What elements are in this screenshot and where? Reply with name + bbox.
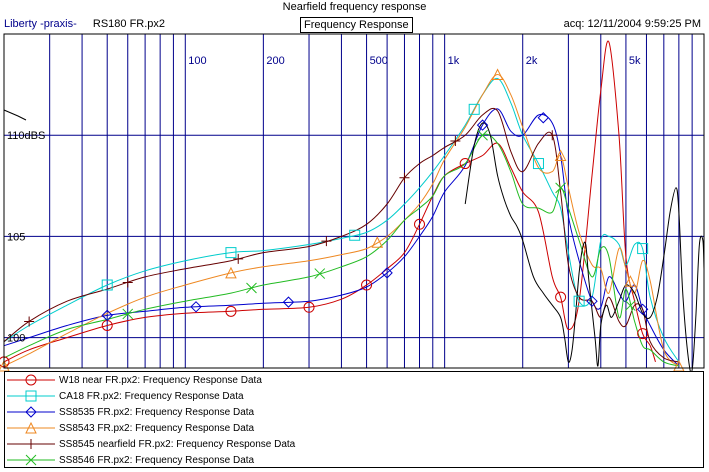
- data-point-marker: [624, 300, 636, 311]
- data-point-marker: [637, 243, 649, 255]
- plot-frame: [3, 33, 705, 369]
- file-header: Liberty -praxis- RS180 FR.px2: [4, 18, 165, 30]
- legend-marker: [25, 374, 37, 386]
- data-point-marker: [122, 277, 133, 288]
- series-line-4: [3, 107, 680, 363]
- legend-swatch: [7, 374, 55, 386]
- x-tick-label: 200: [266, 55, 284, 67]
- legend-item: SS8546 FR.px2: Frequency Response Data: [5, 452, 703, 468]
- legend-marker: [25, 406, 37, 418]
- data-point-marker: [673, 359, 685, 372]
- data-point-marker: [381, 267, 393, 279]
- legend-label: SS8543 FR.px2: Frequency Response Data: [59, 422, 255, 434]
- x-tick-label: 500: [370, 55, 388, 67]
- series-line-2: [3, 108, 680, 367]
- app-title: Liberty -praxis-: [4, 18, 77, 30]
- legend-marker: [25, 454, 37, 466]
- data-point-marker: [532, 158, 544, 170]
- legend-label: W18 near FR.px2: Frequency Response Data: [59, 374, 262, 386]
- legend-swatch: [7, 406, 55, 418]
- legend-label: SS8535 FR.px2: Frequency Response Data: [59, 406, 255, 418]
- legend-item: SS8545 nearfield FR.px2: Frequency Respo…: [5, 436, 703, 452]
- legend-item: CA18 FR.px2: Frequency Response Data: [5, 388, 703, 404]
- data-point-marker: [476, 119, 489, 131]
- legend-item: SS8543 FR.px2: Frequency Response Data: [5, 420, 703, 436]
- data-point-marker: [349, 229, 361, 241]
- legend-swatch: [7, 439, 55, 449]
- data-point-marker: [371, 236, 384, 248]
- file-name: RS180 FR.px2: [92, 18, 166, 30]
- legend-label: SS8545 nearfield FR.px2: Frequency Respo…: [59, 438, 296, 450]
- data-point-marker: [303, 301, 315, 313]
- data-point-marker: [586, 295, 598, 307]
- x-tick-label: 100: [188, 55, 206, 67]
- data-point-marker: [246, 282, 257, 294]
- frequency-response-tab[interactable]: Frequency Response: [300, 17, 413, 33]
- data-point-marker: [537, 112, 549, 124]
- data-point-marker: [554, 149, 567, 161]
- series-line-6: [464, 122, 705, 374]
- data-point-marker: [233, 253, 244, 264]
- data-point-marker: [459, 158, 471, 170]
- data-point-marker: [190, 301, 202, 313]
- data-point-marker: [0, 359, 10, 372]
- legend-marker: [25, 390, 37, 402]
- legend-item: SS8535 FR.px2: Frequency Response Data: [5, 404, 703, 420]
- data-point-marker: [450, 136, 461, 147]
- legend-label: SS8546 FR.px2: Frequency Response Data: [59, 454, 255, 466]
- data-point-marker: [555, 291, 567, 303]
- label-layer: 100 200 500 1k 2k 5k 110dBS 105 100: [3, 55, 641, 345]
- data-point-marker: [225, 266, 237, 279]
- data-point-marker: [321, 236, 332, 247]
- data-point-marker: [225, 305, 237, 317]
- data-point-marker: [101, 309, 113, 322]
- acquisition-timestamp: acq: 12/11/2004 9:59:25 PM: [563, 18, 701, 30]
- x-tick-label: 1k: [448, 55, 460, 67]
- y-tick-label: 110dBS: [7, 130, 45, 142]
- x-tick-label: 5k: [629, 55, 641, 67]
- data-point-marker: [555, 182, 566, 194]
- y-axis-marker: [3, 109, 27, 121]
- y-tick-label: 105: [7, 231, 25, 243]
- data-point-marker: [491, 68, 504, 80]
- series-layer: [3, 40, 705, 374]
- legend-label: CA18 FR.px2: Frequency Response Data: [59, 390, 244, 402]
- legend-item: W18 near FR.px2: Frequency Response Data: [5, 372, 703, 388]
- data-point-marker: [399, 172, 410, 183]
- chart-title: Nearfield frequency response: [282, 1, 427, 13]
- data-point-marker: [101, 279, 113, 291]
- series-line-0: [3, 40, 656, 363]
- data-point-marker: [414, 218, 426, 230]
- x-tick-label: 2k: [526, 55, 538, 67]
- data-point-marker: [122, 308, 134, 320]
- y-tick-label: 100: [7, 333, 25, 345]
- legend: W18 near FR.px2: Frequency Response Data…: [4, 371, 704, 468]
- data-point-marker: [636, 303, 649, 316]
- data-point-marker: [573, 295, 585, 307]
- grid-layer: [4, 34, 704, 368]
- legend-swatch: [7, 454, 55, 466]
- data-point-marker: [547, 130, 558, 141]
- data-point-marker: [24, 316, 35, 327]
- legend-marker: [25, 421, 37, 434]
- legend-marker: [26, 439, 36, 449]
- data-point-marker: [225, 247, 237, 259]
- data-point-marker: [624, 275, 637, 287]
- legend-swatch: [7, 390, 55, 402]
- data-point-marker: [637, 328, 649, 340]
- data-point-marker: [468, 103, 480, 115]
- data-point-marker: [282, 296, 295, 308]
- legend-swatch: [7, 421, 55, 434]
- data-point-marker: [314, 268, 326, 279]
- data-point-marker: [477, 129, 488, 141]
- data-point-marker: [361, 279, 373, 291]
- series-line-1: [3, 77, 680, 363]
